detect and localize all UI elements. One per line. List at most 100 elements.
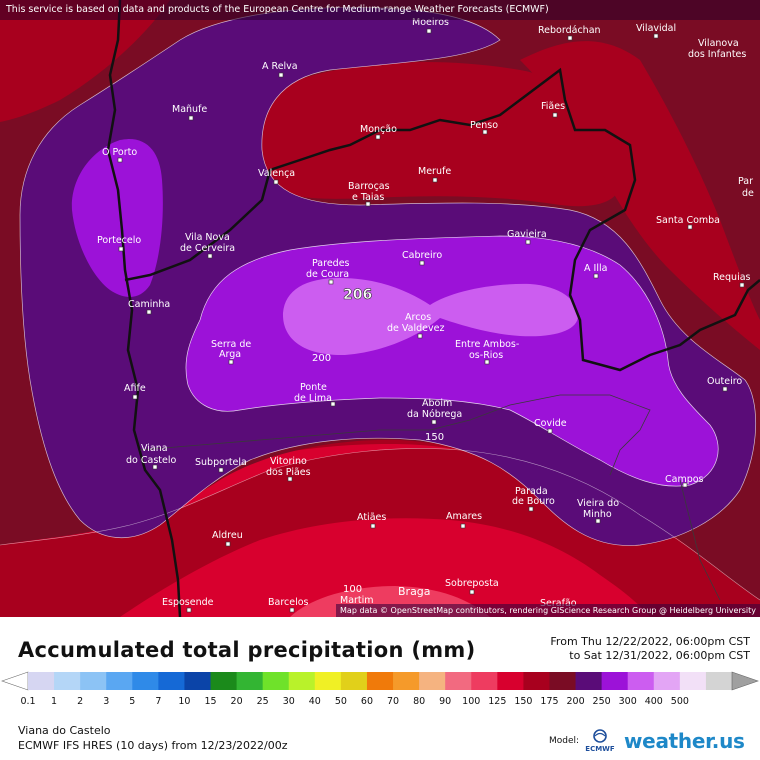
scale-swatch [288,672,316,690]
scale-tick-label: 60 [360,696,373,707]
town-label: Aboim [422,398,452,409]
scale-swatch [445,672,472,690]
legend-title: Accumulated total precipitation (mm) [18,638,476,662]
border-line [106,0,182,617]
town-label: Rebordáchan [538,25,601,36]
scale-swatch [106,672,133,690]
town-label: de [742,188,754,199]
svg-text:ECMWF: ECMWF [585,745,615,753]
town-label: de Valdevez [387,323,444,334]
town-label: Fiães [541,101,565,112]
period-to: to Sat 12/31/2022, 06:00pm CST [569,649,750,662]
town-markers: Moeiros Rebordáchan Vilavidal Vilanova … [97,17,754,613]
town-label: Vieira do [577,498,619,509]
scale-tick-label: 30 [282,696,295,707]
color-scale-ticks: 0.1 1 2 3 5 7 10 15 20 25 30 40 50 60 70 80 90 100 125 150 1… [0,696,760,710]
town-label: Atiães [357,512,386,523]
scale-swatch [653,672,681,690]
scale-swatch [575,672,603,690]
scale-swatch [314,672,342,690]
scale-tick-label: 300 [618,696,637,707]
town-label: Covide [534,418,567,429]
scale-arrow-low [1,671,29,691]
town-label: Esposende [162,597,214,608]
scale-tick-label: 250 [592,696,611,707]
town-label: A Illa [584,263,607,274]
scale-swatch [340,672,368,690]
forecast-period: From Thu 12/22/2022, 06:00pm CST to Sat … [550,635,750,663]
town-label: Campos [665,474,704,485]
scale-tick-label: 2 [77,696,84,707]
scale-swatch [419,672,446,690]
scale-swatch [366,672,394,690]
ecmwf-notice: This service is based on data and produc… [0,0,760,20]
scale-swatch [80,672,107,690]
town-label: Paredes [312,258,350,269]
district-line [139,394,651,476]
town-label: de Coura [306,269,349,280]
town-label: Afife [124,383,146,394]
scale-swatch [158,672,185,690]
town-label: Gavieira [507,229,547,240]
town-label: Vitorino [270,456,307,467]
scale-tick-label: 3 [103,696,110,707]
town-label: de Bouro [512,496,555,507]
scale-swatch [601,672,629,690]
contour-label-100: 100 [343,584,362,595]
town-label: Entre Ambos- [455,339,519,350]
scale-swatch [184,672,212,690]
town-label: Minho [583,509,612,520]
town-label: Arga [219,349,241,360]
scale-swatch [236,672,264,690]
scale-tick-label: 5 [129,696,136,707]
scale-swatch [523,672,550,690]
town-label: dos Piães [266,467,311,478]
town-label: Merufe [418,166,451,177]
town-label: Par [738,176,753,187]
scale-tick-label: 0.1 [20,696,36,707]
model-label: Model: [549,736,580,746]
precipitation-map[interactable]: Moeiros Rebordáchan Vilavidal Vilanova … [0,0,760,617]
band-250-300 [282,278,578,356]
scale-swatch [549,672,577,690]
weather-us-logo[interactable]: weather.us [624,729,745,753]
town-label: Santa Comba [656,215,720,226]
contour-label-200: 200 [312,353,331,364]
town-label: Valença [258,168,295,179]
town-label: do Castelo [126,455,176,466]
town-label: Parada [515,486,548,497]
town-label: de Lima [294,393,332,404]
scale-swatch [28,672,55,690]
town-label: Subportela [195,457,247,468]
town-label: Amares [446,511,482,522]
town-label: Outeiro [707,376,742,387]
scale-tick-label: 10 [178,696,191,707]
color-scale-bar [1,671,759,691]
scale-tick-label: 125 [488,696,507,707]
map-attribution[interactable]: Map data © OpenStreetMap contributors, r… [336,604,760,617]
town-label: Cabreiro [402,250,442,261]
scale-tick-label: 175 [540,696,559,707]
scale-tick-label: 200 [566,696,585,707]
scale-swatch [262,672,290,690]
town-label: dos Infantes [688,49,746,60]
max-value-label: 206 [343,287,372,303]
town-label: Vilanova [698,38,739,49]
scale-swatch [679,672,707,690]
scale-tick-label: 7 [155,696,162,707]
scale-swatch [132,672,159,690]
band-125-150-east [520,41,760,350]
band-100-125-south-inner [120,518,650,617]
scale-tick-label: 25 [256,696,269,707]
scale-tick-label: 50 [334,696,347,707]
band-125-150-north [0,0,170,122]
scale-tick-label: 1 [51,696,58,707]
scale-arrow-high [731,671,759,691]
town-label: da Nóbrega [407,409,462,420]
town-label: Barroças [348,181,390,192]
town-label: Viana [141,443,168,454]
town-label: Caminha [128,299,170,310]
ecmwf-logo: ECMWF [585,729,615,753]
town-label: Portecelo [97,235,141,246]
scale-swatch [627,672,655,690]
